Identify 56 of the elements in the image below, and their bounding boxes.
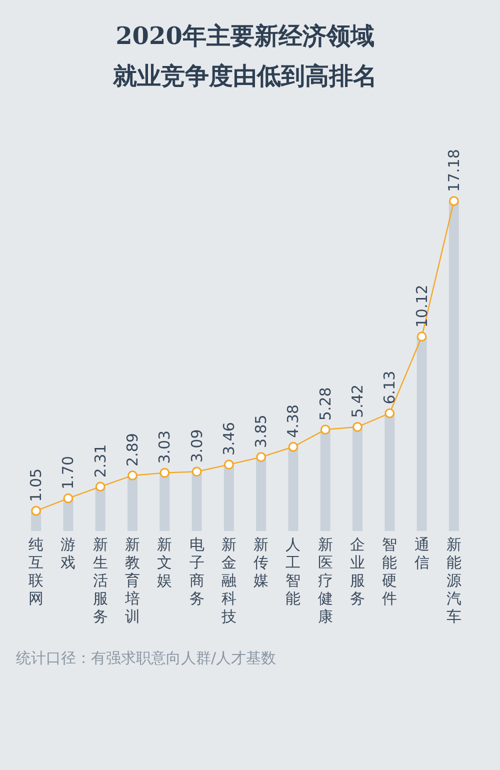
x-tick-label: 新传媒 [254, 536, 269, 590]
x-tick-label: 新生活服务 [92, 536, 108, 626]
x-tick-label: 通信 [414, 536, 430, 572]
point [448, 196, 459, 206]
x-tick-label: 新教育培训 [124, 536, 140, 626]
data-label: 5.42 [348, 384, 366, 418]
data-label: 2.89 [124, 433, 142, 466]
point [192, 466, 202, 477]
data-label: 4.38 [284, 404, 302, 438]
point [63, 493, 74, 504]
point [128, 470, 138, 480]
data-label: 3.46 [220, 422, 238, 456]
chart-title: 2020年主要新经济领域就业竞争度由低到高排名 [112, 21, 377, 90]
bar [288, 446, 298, 531]
x-tick-label: 纯互联网 [28, 536, 44, 608]
x-tick-label: 游戏 [60, 536, 76, 572]
data-label: 1.70 [59, 456, 78, 490]
data-label: 1.05 [27, 468, 46, 502]
point [384, 408, 395, 418]
point [31, 506, 42, 516]
bar [352, 426, 362, 531]
point [224, 460, 234, 470]
x-tick-label: 电子商务 [189, 536, 204, 608]
data-label: 10.12 [412, 284, 431, 328]
x-tick-label: 企业服务 [350, 536, 365, 608]
point [288, 442, 298, 452]
point [320, 424, 330, 435]
x-tick-label: 新金融科技 [220, 536, 236, 626]
data-label: 6.13 [380, 370, 399, 404]
point [256, 452, 266, 462]
x-tick-label: 新文娱 [157, 536, 172, 590]
bar [192, 472, 202, 531]
bar [128, 475, 138, 531]
bar [224, 464, 234, 531]
x-tick-label: 新医疗健康 [318, 536, 333, 626]
point [416, 332, 427, 342]
text: 统计口径：有强求职意向人群/人才基数 [15, 648, 278, 669]
bar [95, 486, 106, 531]
x-tick-label: 智能硬件 [382, 536, 398, 608]
data-label: 17.18 [444, 149, 463, 192]
point [352, 422, 362, 432]
bar [256, 457, 266, 531]
data-label: 3.03 [156, 430, 174, 464]
point [160, 468, 170, 478]
point [95, 482, 106, 492]
data-label: 3.09 [188, 429, 206, 463]
x-tick-label: 新能源汽车 [446, 536, 462, 626]
bar [160, 472, 170, 531]
data-label: 5.28 [316, 387, 334, 421]
bar [320, 430, 330, 531]
bar [416, 336, 427, 531]
data-label: 3.85 [252, 414, 270, 448]
bar [384, 413, 395, 531]
data-label: 2.31 [91, 444, 110, 478]
bar [448, 201, 459, 531]
x-tick-label: 人工智能 [286, 536, 301, 608]
